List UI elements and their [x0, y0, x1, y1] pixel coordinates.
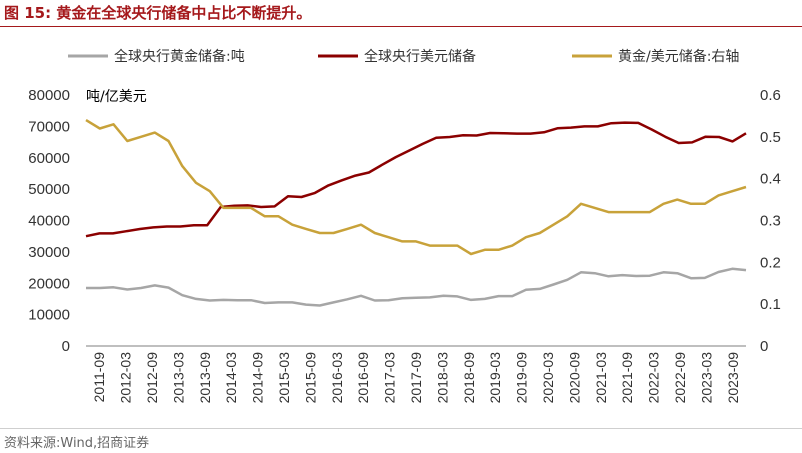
x-tick-label: 2018-09 — [461, 352, 477, 404]
x-tick-label: 2018-03 — [434, 352, 450, 404]
x-tick-label: 2016-09 — [355, 352, 371, 404]
series-line-2 — [85, 121, 747, 238]
x-tick-label: 2011-09 — [91, 352, 107, 403]
y-left-tick-label: 30000 — [28, 244, 70, 261]
x-tick-label: 2015-03 — [276, 352, 292, 404]
y-left-tick-label: 70000 — [28, 118, 70, 135]
series-line-1 — [86, 267, 747, 307]
y-left-tick-label: 60000 — [28, 150, 70, 167]
x-tick-label: 2017-09 — [408, 352, 424, 404]
y-right-tick-label: 0.6 — [760, 87, 781, 104]
x-tick-label: 2020-09 — [566, 352, 582, 404]
y-right-tick-label: 0.5 — [760, 129, 781, 146]
y-left-tick-label: 40000 — [28, 213, 70, 230]
x-tick-label: 2019-03 — [487, 352, 503, 404]
legend-label-3: 黄金/美元储备:右轴 — [618, 48, 739, 65]
axes: 0 10000 20000 30000 40000 50000 60000 70000 8000… — [28, 87, 781, 403]
x-tick-label: 2013-09 — [197, 352, 213, 404]
x-tick-label: 2019-09 — [514, 352, 530, 404]
y-left-tick-label: 50000 — [28, 181, 70, 198]
x-tick-label: 2014-09 — [250, 352, 266, 404]
y-left-tick-label: 20000 — [28, 275, 70, 292]
x-tick-label: 2023-03 — [698, 352, 714, 404]
series-layer — [85, 119, 747, 307]
series-line-3 — [85, 119, 747, 256]
x-tick-label: 2023-09 — [725, 352, 741, 404]
x-tick-label: 2021-03 — [593, 352, 609, 404]
y-right-tick-label: 0.4 — [760, 171, 781, 188]
x-tick-label: 2015-09 — [302, 352, 318, 404]
chart: 全球央行黄金储备:吨 全球央行美元储备 黄金/美元储备:右轴 吨/亿美元 0 1000… — [28, 48, 781, 403]
y-unit-label: 吨/亿美元 — [86, 89, 147, 105]
x-tick-label: 2017-03 — [382, 352, 398, 404]
legend: 全球央行黄金储备:吨 全球央行美元储备 黄金/美元储备:右轴 — [68, 48, 739, 65]
y-left-tick-label: 80000 — [28, 87, 70, 104]
source-note: 资料来源:Wind,招商证券 — [4, 436, 150, 451]
figure-title: 图 15: 黄金在全球央行储备中占比不断提升。 — [4, 4, 312, 22]
y-right-tick-label: 0.1 — [760, 296, 781, 313]
x-tick-label: 2013-03 — [170, 352, 186, 404]
title-rule — [0, 26, 802, 27]
x-tick-label: 2012-09 — [144, 352, 160, 404]
x-tick-label: 2021-09 — [619, 352, 635, 404]
x-tick-label: 2016-03 — [329, 352, 345, 404]
source-rule — [0, 428, 802, 429]
y-right-tick-label: 0.3 — [760, 213, 781, 230]
y-right-tick-label: 0 — [760, 338, 768, 355]
y-left-tick-label: 0 — [62, 338, 70, 355]
y-right-tick-label: 0.2 — [760, 254, 781, 271]
x-tick-label: 2012-03 — [118, 352, 134, 404]
x-tick-label: 2022-03 — [646, 352, 662, 404]
y-left-tick-label: 10000 — [28, 307, 70, 324]
legend-label-2: 全球央行美元储备 — [364, 48, 476, 65]
x-tick-label: 2022-09 — [672, 352, 688, 404]
x-tick-label: 2014-03 — [223, 352, 239, 404]
legend-label-1: 全球央行黄金储备:吨 — [114, 48, 245, 65]
x-tick-label: 2020-03 — [540, 352, 556, 404]
